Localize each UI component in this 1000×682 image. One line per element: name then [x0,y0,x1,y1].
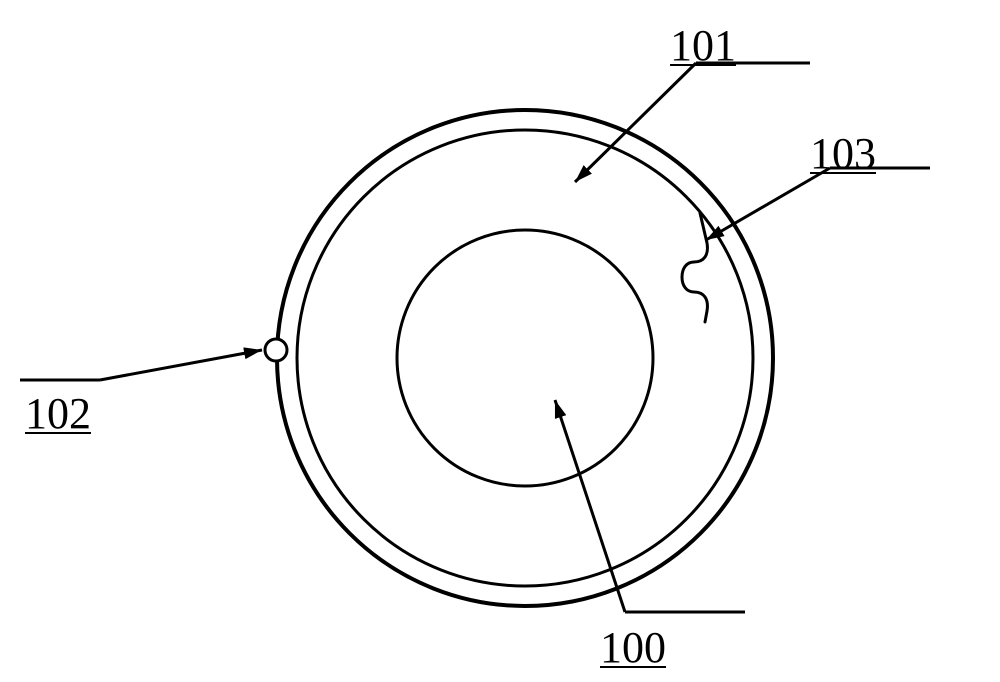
callout-label-100: 100 [600,622,666,673]
callout-label-102: 102 [25,388,91,439]
callout-label-103: 103 [810,128,876,179]
callout-label-101: 101 [670,20,736,71]
diagram-svg [0,0,1000,682]
figure-canvas: 100 101 102 103 [0,0,1000,682]
